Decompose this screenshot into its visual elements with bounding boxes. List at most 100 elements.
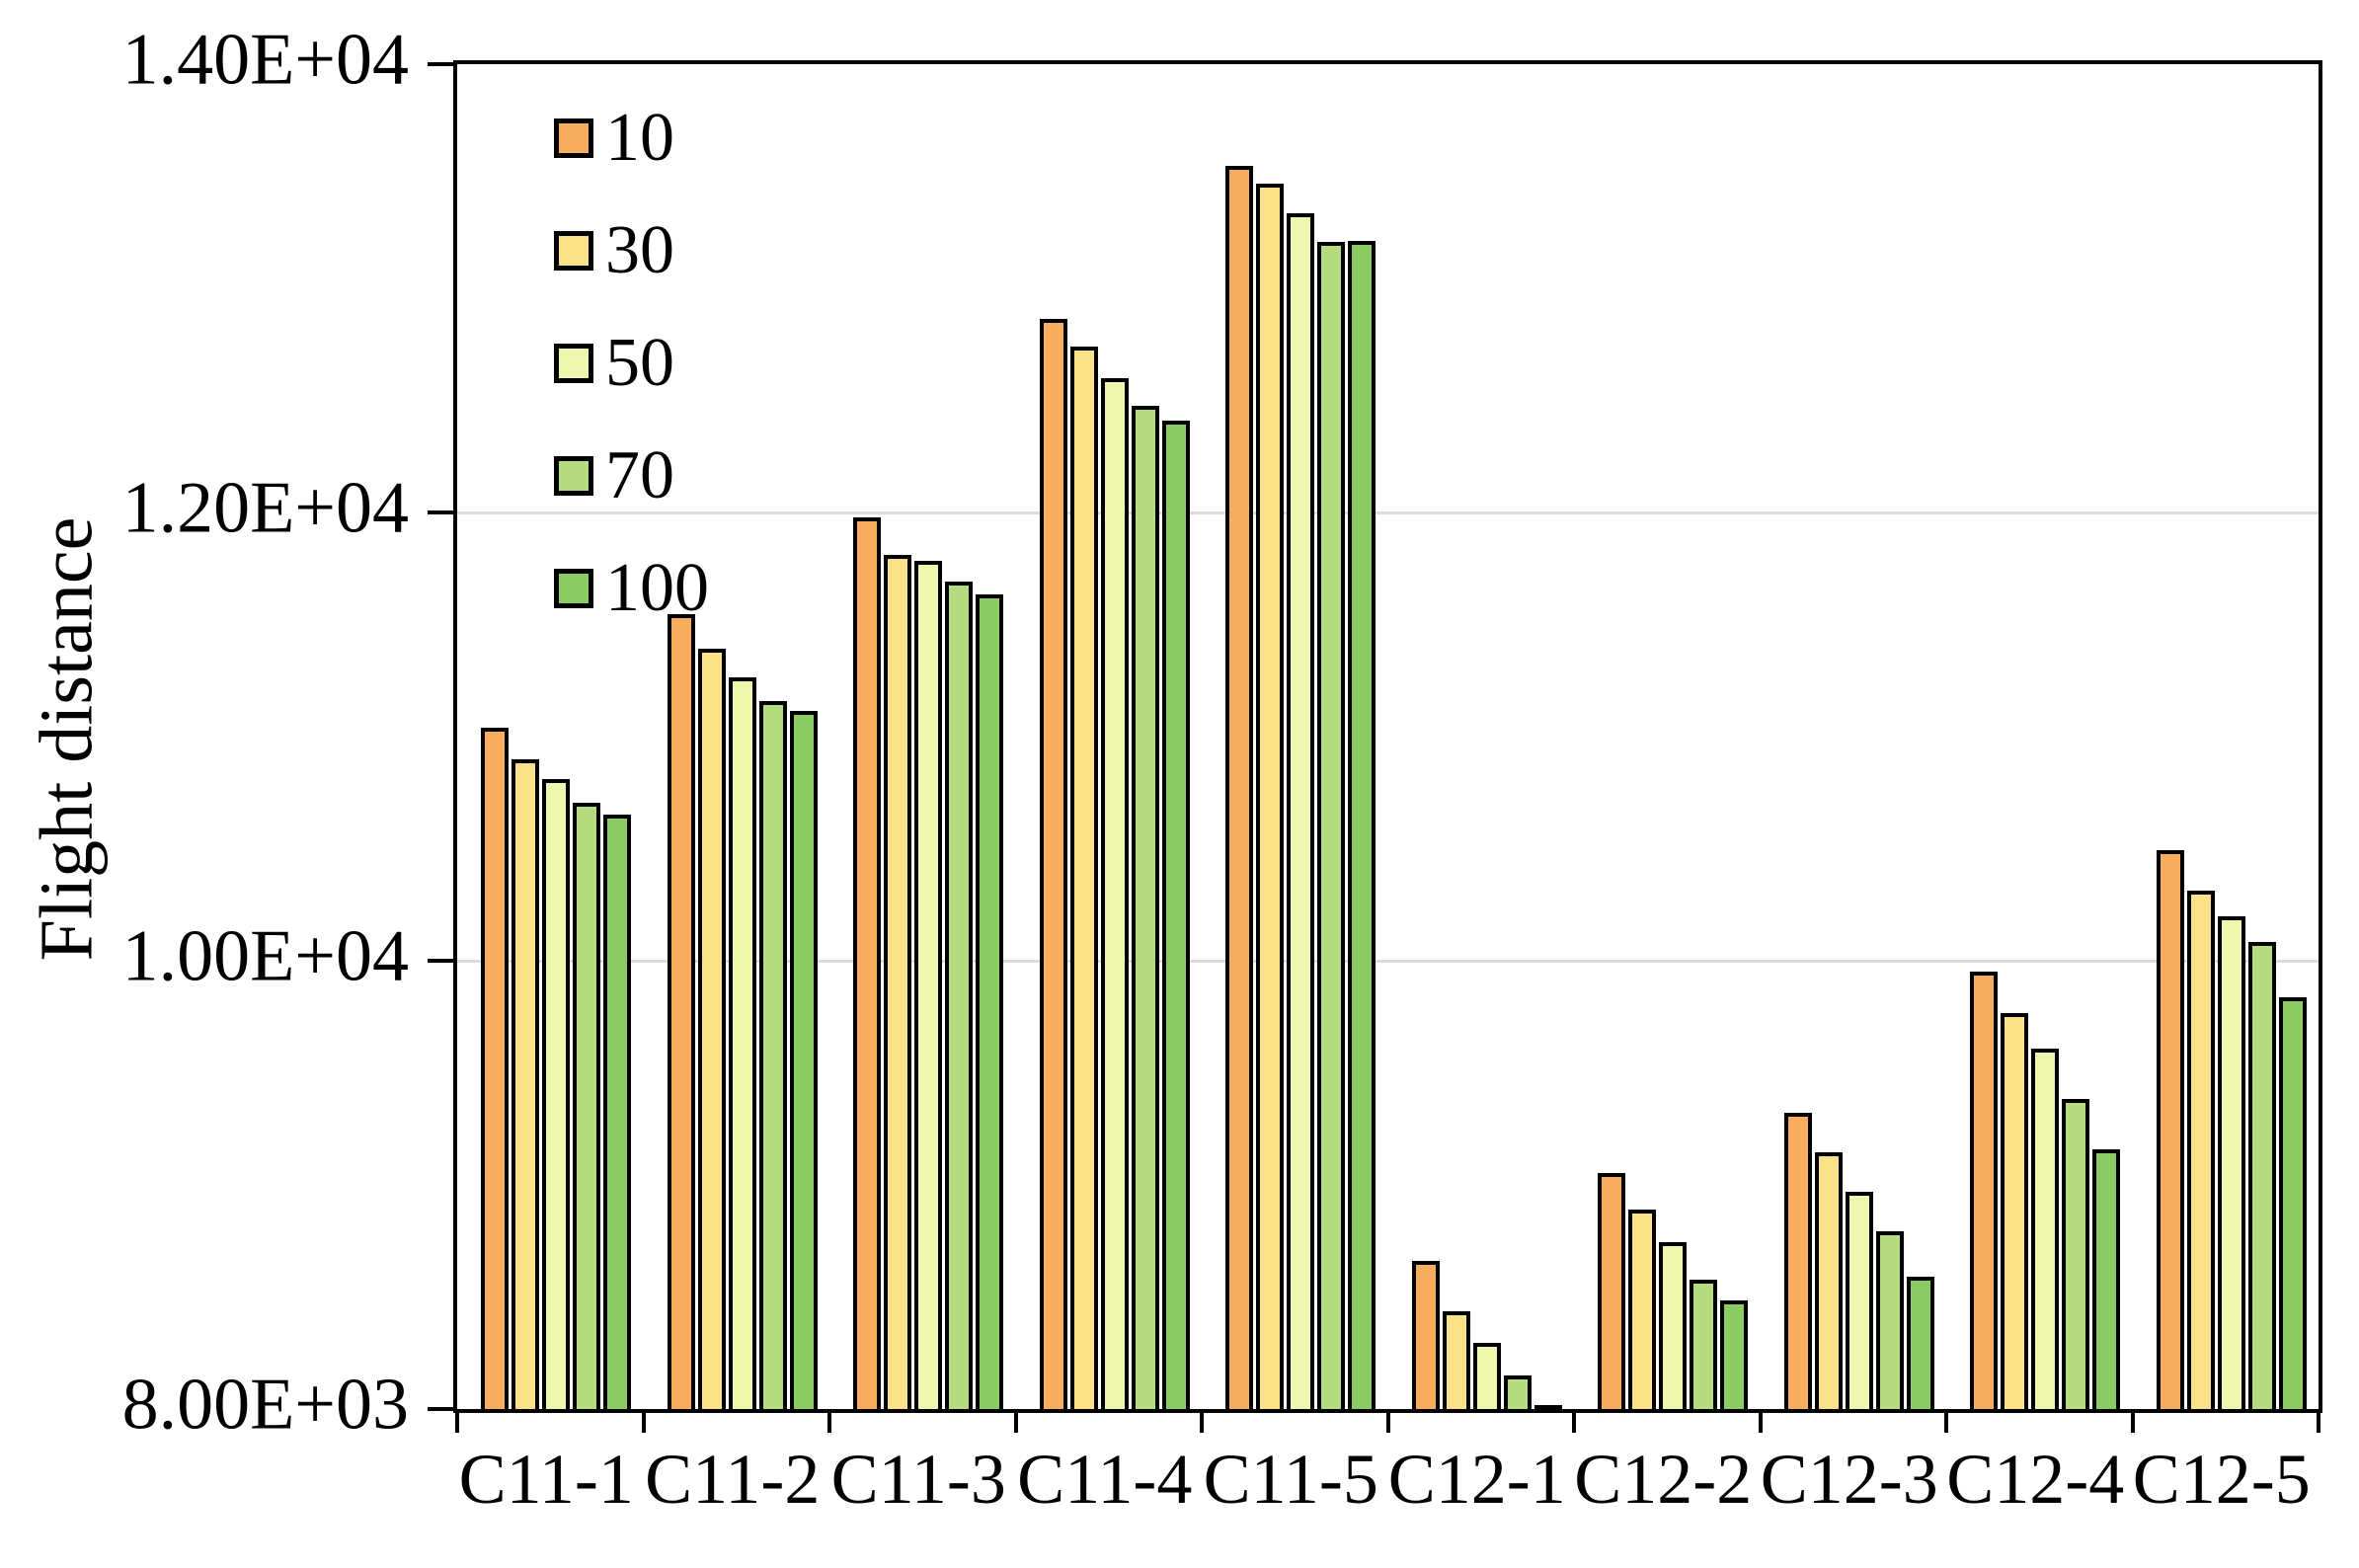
legend-label: 50 xyxy=(605,325,674,401)
legend-swatch xyxy=(554,344,593,383)
x-tick-label: C12-1 xyxy=(1387,1440,1566,1519)
bar xyxy=(1225,166,1253,1409)
x-tick-mark xyxy=(2317,1409,2320,1433)
bar xyxy=(1783,1113,1812,1409)
x-tick-mark xyxy=(1758,1409,1763,1433)
bar xyxy=(1970,972,1998,1409)
bar xyxy=(1814,1152,1843,1409)
x-tick-label: C12-5 xyxy=(2132,1440,2311,1519)
x-axis-tick-labels: C11-1 C11-2 C11-3 C11-4 C11-5 C12-1 C12-2 C12-3… xyxy=(453,1439,2315,1537)
bar xyxy=(1472,1343,1501,1409)
bar xyxy=(884,555,911,1409)
x-tick-label: C11-3 xyxy=(830,1440,1006,1519)
plot-area: 10 30 50 70 100 xyxy=(428,60,2322,1433)
legend-swatch xyxy=(554,456,593,496)
bar xyxy=(573,802,600,1409)
bar xyxy=(1690,1280,1717,1409)
gridline xyxy=(457,510,2319,514)
bar xyxy=(1287,212,1314,1409)
bar xyxy=(542,779,570,1409)
bar xyxy=(697,649,726,1409)
x-tick-label: C11-2 xyxy=(645,1440,821,1519)
y-tick-label: 1.40E+04 xyxy=(121,19,409,101)
bar xyxy=(914,560,942,1409)
legend-swatch xyxy=(554,118,593,158)
y-tick-mark xyxy=(428,959,453,963)
bar xyxy=(758,700,787,1409)
bar xyxy=(976,593,1003,1409)
legend-label: 70 xyxy=(605,437,674,513)
bar xyxy=(1131,406,1159,1409)
x-tick-mark xyxy=(827,1409,831,1433)
bar xyxy=(1598,1172,1625,1409)
bar xyxy=(1906,1277,1934,1409)
legend-label: 10 xyxy=(605,100,674,176)
bar xyxy=(2092,1148,2120,1409)
bar xyxy=(1628,1209,1656,1409)
y-tick-mark xyxy=(428,1407,453,1411)
bar xyxy=(2217,915,2245,1409)
bar xyxy=(1875,1230,1904,1409)
y-axis-tick-labels: 1.40E+04 1.20E+04 1.00E+04 8.00E+03 xyxy=(0,20,423,1446)
y-tick-label: 1.20E+04 xyxy=(121,467,409,549)
bar xyxy=(1317,242,1345,1409)
bar xyxy=(2247,941,2276,1409)
x-tick-mark xyxy=(2130,1409,2135,1433)
x-tick-mark xyxy=(1572,1409,1576,1433)
x-tick-mark xyxy=(455,1409,459,1433)
bar xyxy=(945,582,973,1409)
x-tick-mark xyxy=(1013,1409,1018,1433)
bar xyxy=(853,516,881,1409)
legend-item: 30 xyxy=(554,216,709,285)
legend: 10 30 50 70 100 xyxy=(554,104,709,623)
legend-item: 10 xyxy=(554,104,709,173)
bar xyxy=(1039,318,1067,1409)
legend-item: 70 xyxy=(554,441,709,510)
gridline xyxy=(457,959,2319,963)
y-tick-mark xyxy=(428,62,453,66)
bar xyxy=(2031,1048,2059,1409)
bar xyxy=(2156,849,2184,1409)
bar xyxy=(603,815,631,1409)
x-tick-label: C11-5 xyxy=(1203,1440,1378,1519)
legend-label: 100 xyxy=(605,550,709,626)
bar xyxy=(2001,1013,2028,1409)
bar xyxy=(789,710,818,1409)
legend-label: 30 xyxy=(605,212,674,288)
y-tick-label: 8.00E+03 xyxy=(121,1364,409,1446)
x-tick-mark xyxy=(1944,1409,1948,1433)
x-tick-label: C12-4 xyxy=(1946,1440,2125,1519)
bar xyxy=(1256,184,1284,1409)
bar xyxy=(1411,1261,1440,1409)
bar xyxy=(667,614,695,1409)
bar xyxy=(1069,347,1098,1409)
bar xyxy=(728,676,756,1409)
legend-item: 100 xyxy=(554,554,709,623)
x-tick-label: C12-2 xyxy=(1574,1440,1753,1519)
bar xyxy=(1659,1241,1687,1409)
bar xyxy=(511,758,539,1409)
legend-swatch xyxy=(554,231,593,271)
bar xyxy=(1442,1311,1470,1409)
bar xyxy=(481,727,509,1409)
bar xyxy=(1720,1299,1748,1409)
x-tick-label: C11-4 xyxy=(1017,1440,1193,1519)
bar xyxy=(1503,1374,1532,1409)
bar xyxy=(1533,1405,1562,1409)
legend-swatch xyxy=(554,569,593,608)
y-tick-mark xyxy=(428,510,453,514)
x-tick-mark xyxy=(1200,1409,1204,1433)
bar xyxy=(2062,1098,2089,1409)
bar xyxy=(1845,1191,1873,1409)
bar xyxy=(2278,997,2307,1409)
x-tick-label: C11-1 xyxy=(458,1440,634,1519)
bar xyxy=(1348,241,1376,1409)
x-tick-mark xyxy=(1385,1409,1390,1433)
x-tick-label: C12-3 xyxy=(1760,1440,1938,1519)
bar xyxy=(1100,377,1129,1409)
y-tick-label: 1.00E+04 xyxy=(121,915,409,997)
legend-item: 50 xyxy=(554,329,709,398)
x-tick-mark xyxy=(641,1409,646,1433)
bar xyxy=(2186,890,2215,1409)
